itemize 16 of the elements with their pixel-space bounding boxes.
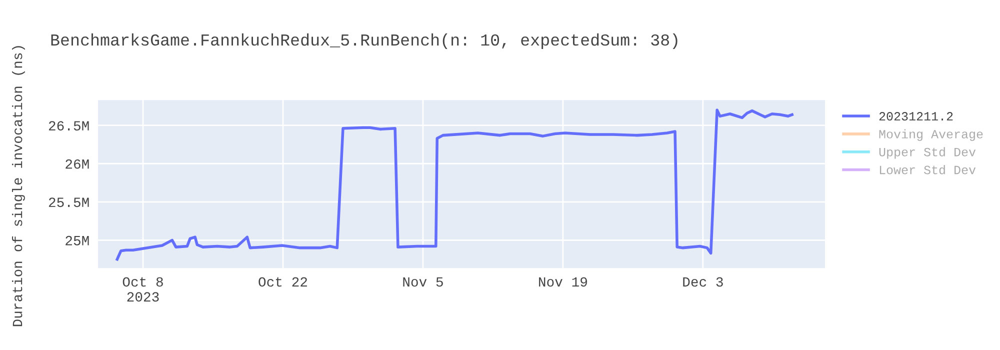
legend-label: Lower Std Dev — [880, 165, 976, 174]
chart-title: BenchmarksGame.FannkuchRedux_5.RunBench(n: 10, expectedSum: 38) — [51, 33, 678, 49]
x-tick-label: Nov 19 — [539, 277, 587, 287]
x-tick-label: Oct 8 2023 — [122, 277, 163, 302]
legend-label: 20231211.2 — [879, 112, 953, 121]
y-axis-title: Duration of single invocation (ns) — [12, 46, 25, 326]
line-series — [116, 108, 794, 261]
x-tick-label: Oct 22 — [258, 277, 307, 287]
y-tick-label: 25M — [66, 236, 89, 246]
legend-label: Upper Std Dev — [879, 147, 976, 159]
x-tick-label: Dec 3 — [683, 277, 723, 287]
y-tick-label: 26.5M — [48, 121, 89, 131]
y-tick-label: 26M — [66, 159, 89, 169]
legend-label: Moving Average — [879, 129, 983, 141]
y-tick-label: 25.5M — [48, 198, 89, 208]
x-tick-label: Nov 5 — [403, 277, 443, 287]
